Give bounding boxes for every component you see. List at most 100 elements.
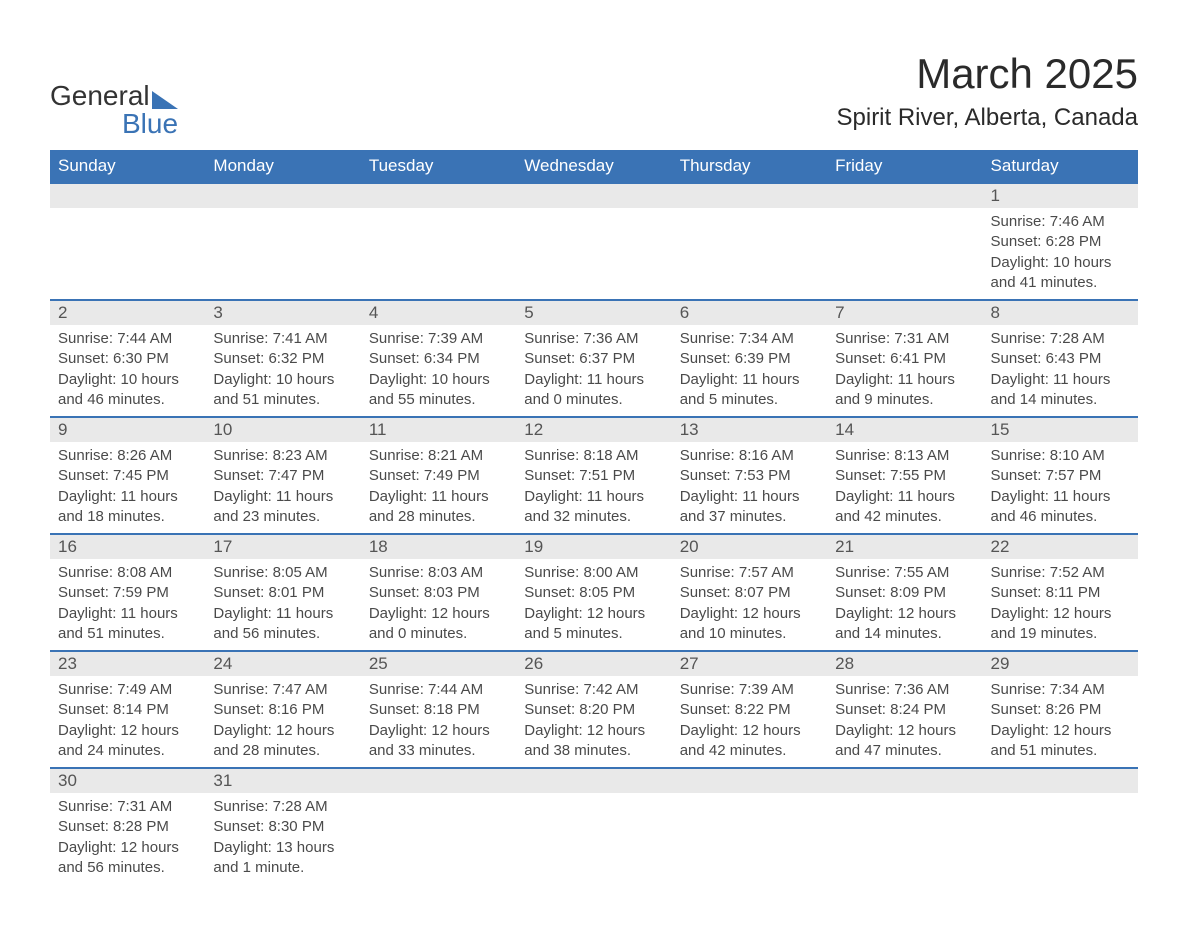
- day-cell: 27Sunrise: 7:39 AMSunset: 8:22 PMDayligh…: [672, 651, 827, 768]
- day-number: 10: [205, 418, 360, 442]
- day-body: Sunrise: 7:49 AMSunset: 8:14 PMDaylight:…: [50, 676, 205, 767]
- sunrise-line: Sunrise: 8:00 AM: [524, 563, 663, 583]
- day-number: 24: [205, 652, 360, 676]
- sunrise-line: Sunrise: 8:16 AM: [680, 446, 819, 466]
- daylight-line: Daylight: 11 hours and 14 minutes.: [991, 370, 1130, 411]
- sunset-line: Sunset: 7:57 PM: [991, 466, 1130, 486]
- month-title: March 2025: [837, 50, 1139, 98]
- day-number: [827, 184, 982, 208]
- sunset-line: Sunset: 8:01 PM: [213, 583, 352, 603]
- header: General Blue March 2025 Spirit River, Al…: [50, 50, 1138, 140]
- day-number: [50, 184, 205, 208]
- sunrise-line: Sunrise: 7:39 AM: [369, 329, 508, 349]
- day-body: Sunrise: 8:13 AMSunset: 7:55 PMDaylight:…: [827, 442, 982, 533]
- daylight-line: Daylight: 11 hours and 37 minutes.: [680, 487, 819, 528]
- day-cell: 6Sunrise: 7:34 AMSunset: 6:39 PMDaylight…: [672, 300, 827, 417]
- sunrise-line: Sunrise: 8:13 AM: [835, 446, 974, 466]
- daylight-line: Daylight: 12 hours and 33 minutes.: [369, 721, 508, 762]
- sunrise-line: Sunrise: 7:34 AM: [991, 680, 1130, 700]
- day-cell: 7Sunrise: 7:31 AMSunset: 6:41 PMDaylight…: [827, 300, 982, 417]
- day-body: Sunrise: 7:28 AMSunset: 8:30 PMDaylight:…: [205, 793, 360, 884]
- day-body: Sunrise: 7:36 AMSunset: 8:24 PMDaylight:…: [827, 676, 982, 767]
- week-row: 16Sunrise: 8:08 AMSunset: 7:59 PMDayligh…: [50, 534, 1138, 651]
- day-cell: [361, 768, 516, 884]
- day-body: Sunrise: 8:21 AMSunset: 7:49 PMDaylight:…: [361, 442, 516, 533]
- day-number: 29: [983, 652, 1138, 676]
- day-body: Sunrise: 8:08 AMSunset: 7:59 PMDaylight:…: [50, 559, 205, 650]
- day-cell: [205, 183, 360, 300]
- day-cell: 13Sunrise: 8:16 AMSunset: 7:53 PMDayligh…: [672, 417, 827, 534]
- day-cell: 4Sunrise: 7:39 AMSunset: 6:34 PMDaylight…: [361, 300, 516, 417]
- sunset-line: Sunset: 8:30 PM: [213, 817, 352, 837]
- daylight-line: Daylight: 12 hours and 5 minutes.: [524, 604, 663, 645]
- day-body: Sunrise: 7:34 AMSunset: 6:39 PMDaylight:…: [672, 325, 827, 416]
- col-friday: Friday: [827, 150, 982, 183]
- day-number: 7: [827, 301, 982, 325]
- day-cell: [516, 768, 671, 884]
- daylight-line: Daylight: 11 hours and 5 minutes.: [680, 370, 819, 411]
- day-body: Sunrise: 7:55 AMSunset: 8:09 PMDaylight:…: [827, 559, 982, 650]
- sunrise-line: Sunrise: 7:46 AM: [991, 212, 1130, 232]
- sunset-line: Sunset: 8:14 PM: [58, 700, 197, 720]
- day-cell: [361, 183, 516, 300]
- day-number: 6: [672, 301, 827, 325]
- col-thursday: Thursday: [672, 150, 827, 183]
- daylight-line: Daylight: 10 hours and 41 minutes.: [991, 253, 1130, 294]
- daylight-line: Daylight: 10 hours and 51 minutes.: [213, 370, 352, 411]
- daylight-line: Daylight: 12 hours and 51 minutes.: [991, 721, 1130, 762]
- daylight-line: Daylight: 10 hours and 46 minutes.: [58, 370, 197, 411]
- week-row: 30Sunrise: 7:31 AMSunset: 8:28 PMDayligh…: [50, 768, 1138, 884]
- day-cell: [516, 183, 671, 300]
- col-sunday: Sunday: [50, 150, 205, 183]
- sunrise-line: Sunrise: 7:36 AM: [524, 329, 663, 349]
- sunset-line: Sunset: 7:59 PM: [58, 583, 197, 603]
- day-cell: 18Sunrise: 8:03 AMSunset: 8:03 PMDayligh…: [361, 534, 516, 651]
- col-monday: Monday: [205, 150, 360, 183]
- day-number: 3: [205, 301, 360, 325]
- daylight-line: Daylight: 11 hours and 56 minutes.: [213, 604, 352, 645]
- day-number: 4: [361, 301, 516, 325]
- sunset-line: Sunset: 8:05 PM: [524, 583, 663, 603]
- sunrise-line: Sunrise: 7:39 AM: [680, 680, 819, 700]
- day-body: Sunrise: 7:31 AMSunset: 6:41 PMDaylight:…: [827, 325, 982, 416]
- day-cell: 21Sunrise: 7:55 AMSunset: 8:09 PMDayligh…: [827, 534, 982, 651]
- day-body: Sunrise: 7:39 AMSunset: 8:22 PMDaylight:…: [672, 676, 827, 767]
- calendar-document: General Blue March 2025 Spirit River, Al…: [50, 50, 1138, 884]
- day-cell: 20Sunrise: 7:57 AMSunset: 8:07 PMDayligh…: [672, 534, 827, 651]
- sunrise-line: Sunrise: 8:10 AM: [991, 446, 1130, 466]
- sunrise-line: Sunrise: 7:44 AM: [369, 680, 508, 700]
- day-body: [516, 793, 671, 803]
- sunset-line: Sunset: 7:55 PM: [835, 466, 974, 486]
- day-body: [672, 793, 827, 803]
- title-block: March 2025 Spirit River, Alberta, Canada: [837, 50, 1139, 132]
- day-body: [516, 208, 671, 218]
- day-number: [205, 184, 360, 208]
- day-cell: [672, 768, 827, 884]
- day-number: 13: [672, 418, 827, 442]
- daylight-line: Daylight: 12 hours and 14 minutes.: [835, 604, 974, 645]
- day-cell: 26Sunrise: 7:42 AMSunset: 8:20 PMDayligh…: [516, 651, 671, 768]
- sunrise-line: Sunrise: 7:55 AM: [835, 563, 974, 583]
- sunset-line: Sunset: 8:07 PM: [680, 583, 819, 603]
- daylight-line: Daylight: 11 hours and 23 minutes.: [213, 487, 352, 528]
- day-cell: 10Sunrise: 8:23 AMSunset: 7:47 PMDayligh…: [205, 417, 360, 534]
- day-cell: 8Sunrise: 7:28 AMSunset: 6:43 PMDaylight…: [983, 300, 1138, 417]
- daylight-line: Daylight: 11 hours and 42 minutes.: [835, 487, 974, 528]
- sunrise-line: Sunrise: 8:21 AM: [369, 446, 508, 466]
- sunset-line: Sunset: 8:26 PM: [991, 700, 1130, 720]
- sunrise-line: Sunrise: 7:52 AM: [991, 563, 1130, 583]
- day-number: 25: [361, 652, 516, 676]
- sunset-line: Sunset: 8:16 PM: [213, 700, 352, 720]
- day-body: Sunrise: 7:31 AMSunset: 8:28 PMDaylight:…: [50, 793, 205, 884]
- day-number: [361, 184, 516, 208]
- daylight-line: Daylight: 13 hours and 1 minute.: [213, 838, 352, 879]
- daylight-line: Daylight: 12 hours and 24 minutes.: [58, 721, 197, 762]
- col-wednesday: Wednesday: [516, 150, 671, 183]
- week-row: 1Sunrise: 7:46 AMSunset: 6:28 PMDaylight…: [50, 183, 1138, 300]
- day-body: Sunrise: 8:18 AMSunset: 7:51 PMDaylight:…: [516, 442, 671, 533]
- daylight-line: Daylight: 11 hours and 46 minutes.: [991, 487, 1130, 528]
- day-number: 15: [983, 418, 1138, 442]
- day-number: [516, 184, 671, 208]
- day-cell: 22Sunrise: 7:52 AMSunset: 8:11 PMDayligh…: [983, 534, 1138, 651]
- day-number: 9: [50, 418, 205, 442]
